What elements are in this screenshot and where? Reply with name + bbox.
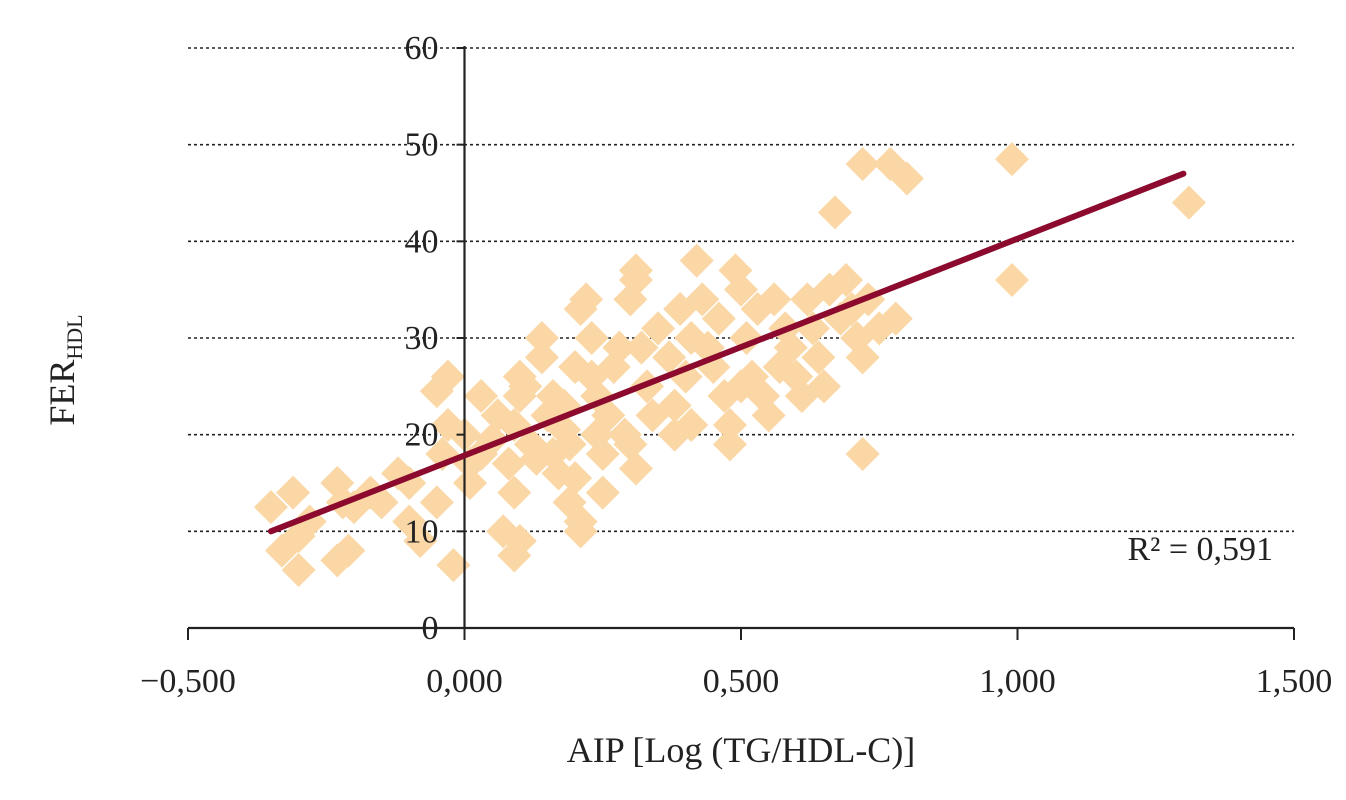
data-point-110	[818, 195, 853, 230]
data-point-19	[436, 548, 471, 583]
data-point-75	[641, 311, 676, 346]
data-point-72	[618, 451, 653, 486]
data-point-57	[574, 321, 609, 355]
y-tick-label-60: 60	[405, 30, 439, 67]
data-point-99	[757, 282, 792, 317]
data-point-115	[845, 437, 880, 471]
data-point-71	[624, 330, 659, 365]
data-point-49	[552, 427, 587, 462]
data-point-102	[773, 330, 808, 365]
data-point-65	[602, 330, 637, 365]
data-point-123	[994, 142, 1029, 177]
y-axis-title-sub: HDL	[62, 314, 87, 359]
data-point-98	[751, 398, 786, 433]
x-tick-label-3: 1,000	[979, 663, 1056, 700]
y-tick-label-50: 50	[405, 127, 439, 164]
data-point-9	[320, 466, 355, 500]
data-point-56	[569, 282, 604, 317]
data-point-121	[878, 301, 913, 336]
trendline-layer	[267, 170, 1187, 535]
data-point-22	[430, 359, 465, 394]
data-point-89	[712, 427, 747, 462]
data-point-67	[613, 427, 648, 462]
y-tick-label-0: 0	[422, 610, 439, 647]
data-point-51	[558, 461, 593, 496]
y-tick-label-40: 40	[405, 223, 439, 260]
data-point-1	[276, 475, 311, 510]
data-point-112	[829, 263, 864, 297]
data-point-92	[724, 272, 758, 307]
data-point-107	[801, 340, 836, 375]
data-point-30	[486, 514, 521, 549]
data-point-0	[253, 490, 288, 525]
data-point-117	[845, 147, 880, 181]
data-point-33	[497, 475, 532, 510]
y-tick-label-10: 10	[405, 513, 439, 550]
y-axis-title-main: FER	[42, 360, 82, 426]
data-point-124	[994, 263, 1029, 297]
data-point-116	[845, 340, 880, 375]
data-point-61	[585, 437, 620, 471]
data-point-87	[701, 301, 736, 336]
data-point-70	[618, 253, 653, 288]
r-squared-annotation: R² = 0,591	[1127, 531, 1273, 568]
data-point-41	[524, 340, 559, 375]
data-point-42	[524, 321, 559, 355]
data-point-35	[497, 538, 532, 573]
x-tick-label-1: 0,000	[426, 663, 503, 700]
data-point-125	[1171, 185, 1206, 220]
data-point-31	[491, 446, 526, 481]
data-point-84	[685, 282, 720, 317]
data-point-83	[679, 243, 714, 278]
y-axis-title: FERHDL	[42, 314, 87, 425]
data-point-4	[281, 553, 316, 587]
data-point-76	[652, 340, 687, 375]
data-point-90	[712, 408, 747, 442]
tick-labels: 0 10 20 30 40 50 60 −0,500 0,000 0,500 1,000 1,500	[140, 30, 1332, 700]
data-point-38	[508, 369, 543, 404]
data-point-16	[403, 524, 438, 558]
data-points	[253, 142, 1206, 587]
data-point-24	[453, 466, 488, 500]
data-point-26	[464, 379, 499, 413]
axes	[187, 46, 1295, 640]
data-point-108	[806, 369, 841, 404]
data-point-53	[563, 514, 598, 549]
x-axis-title: AIP [Log (TG/HDL-C)]	[567, 730, 916, 770]
y-tick-label-20: 20	[405, 417, 439, 454]
data-point-62	[585, 475, 620, 510]
data-point-77	[657, 388, 692, 423]
data-point-17	[419, 485, 454, 520]
trend-line	[267, 170, 1187, 535]
data-point-122	[889, 161, 924, 196]
data-point-63	[591, 398, 626, 433]
x-tick-label-2: 0,500	[703, 663, 780, 700]
y-tick-label-30: 30	[405, 320, 439, 357]
data-point-7	[331, 533, 366, 568]
data-point-81	[674, 408, 709, 442]
x-tick-label-0: −0,500	[140, 663, 236, 700]
x-tick-label-4: 1,500	[1256, 663, 1333, 700]
